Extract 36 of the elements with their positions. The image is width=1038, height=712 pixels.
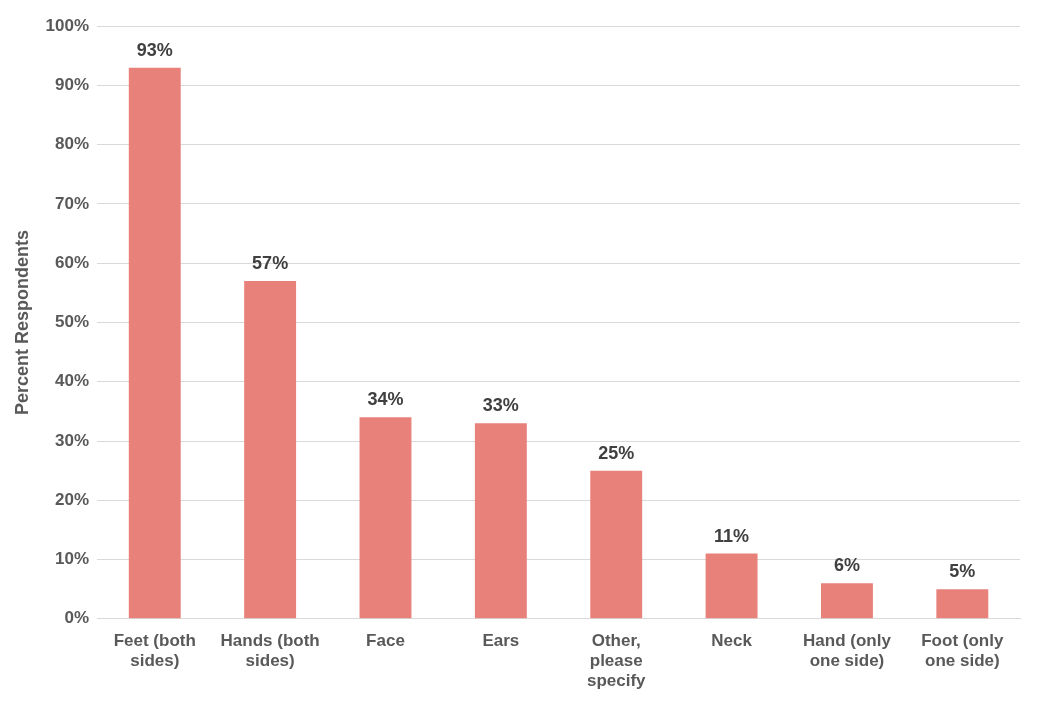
y-tick-label: 80%: [55, 134, 90, 154]
data-label: 57%: [252, 252, 289, 273]
y-tick-label: 100%: [45, 15, 90, 35]
bar: [244, 281, 297, 619]
bar: [474, 423, 527, 619]
bar: [590, 470, 643, 619]
bar: [705, 553, 758, 619]
x-tick-label: Face: [366, 630, 405, 650]
data-label: 25%: [598, 442, 635, 463]
x-tick-label: Foot (only one side): [921, 630, 1004, 671]
data-label: 93%: [136, 39, 173, 60]
data-label: 34%: [367, 389, 404, 410]
data-label: 33%: [482, 395, 519, 416]
data-label: 6%: [833, 555, 860, 576]
y-tick-label: 50%: [55, 312, 90, 332]
x-tick-label: Ears: [482, 630, 520, 650]
bar: [936, 589, 989, 619]
y-tick-label: 30%: [55, 430, 90, 450]
y-tick-label: 90%: [55, 75, 90, 95]
bar: [359, 417, 412, 619]
bar: [821, 583, 873, 619]
y-tick-label: 10%: [55, 549, 90, 569]
y-tick-label: 20%: [55, 489, 90, 509]
y-tick-label: 40%: [55, 371, 90, 391]
x-tick-label: Feet (both sides): [113, 630, 196, 671]
x-tick-label: Neck: [711, 630, 753, 650]
x-tick-label: Hands (both sides): [220, 630, 320, 671]
y-tick-label: 0%: [64, 608, 90, 628]
x-tick-label: Hand (only one side): [803, 630, 892, 671]
x-tick-label: Other, please specify: [586, 630, 647, 691]
data-label: 11%: [714, 525, 750, 546]
y-tick-label: 60%: [55, 252, 90, 272]
bar: [128, 67, 181, 619]
y-axis-title: Percent Respondents: [11, 229, 32, 416]
data-label: 5%: [949, 561, 976, 582]
y-tick-label: 70%: [55, 193, 90, 213]
